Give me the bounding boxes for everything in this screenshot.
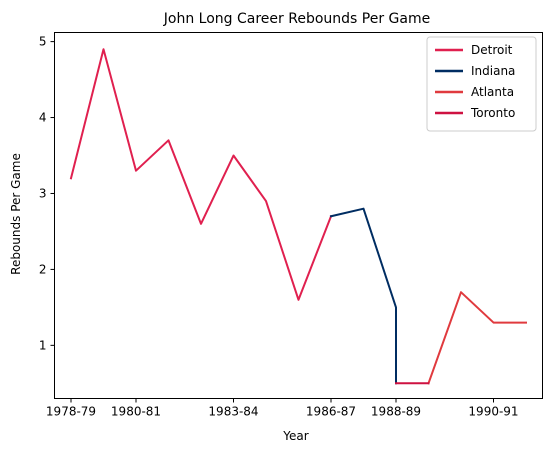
chart-title: John Long Career Rebounds Per Game — [163, 11, 430, 27]
series-line-atlanta — [427, 291, 527, 385]
y-axis-ticks: 1 2 3 4 5 — [39, 35, 55, 352]
y-tick-label: 1 — [39, 338, 47, 352]
x-axis-ticks: 1978-79 1980-81 1983-84 1986-87 1988-89 1990-… — [46, 398, 519, 419]
x-tick-label: 1978-79 — [46, 405, 96, 419]
x-tick-label: 1983-84 — [208, 405, 258, 419]
x-axis-label: Year — [282, 429, 308, 443]
plot-frame — [54, 32, 543, 399]
y-tick-label: 4 — [39, 111, 47, 125]
legend-box — [426, 36, 537, 132]
legend-label-atlanta: Atlanta — [471, 85, 514, 99]
series-line-detroit — [69, 48, 333, 301]
legend: Detroit Indiana Atlanta Toronto — [426, 36, 537, 132]
legend-label-detroit: Detroit — [471, 43, 513, 57]
y-tick-label: 5 — [39, 35, 47, 49]
x-tick-label: 1980-81 — [111, 405, 161, 419]
y-tick-label: 3 — [39, 186, 47, 200]
x-tick-label: 1990-91 — [468, 405, 518, 419]
x-tick-label: 1988-89 — [371, 405, 421, 419]
legend-label-indiana: Indiana — [471, 64, 515, 78]
x-tick-label: 1986-87 — [306, 405, 356, 419]
y-axis-label: Rebounds Per Game — [9, 153, 23, 275]
legend-label-toronto: Toronto — [470, 106, 515, 120]
y-tick-label: 2 — [39, 262, 47, 276]
series-line-indiana — [329, 207, 397, 385]
series-layer — [69, 48, 527, 385]
